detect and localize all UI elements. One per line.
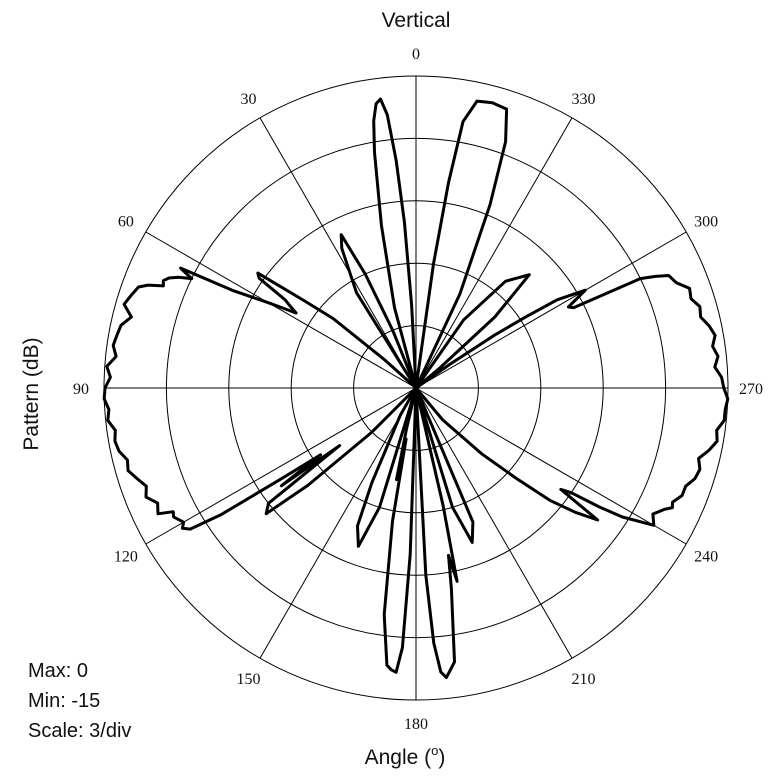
angular-gridlines <box>104 76 728 700</box>
angle-tick-label: 240 <box>694 549 718 566</box>
angular-gridline <box>415 387 687 545</box>
angle-tick-label: 120 <box>114 549 138 566</box>
angle-tick-label: 210 <box>572 671 596 688</box>
angle-tick-label: 30 <box>241 91 257 108</box>
angular-gridline <box>259 117 417 389</box>
angle-tick-label: 300 <box>694 214 718 231</box>
min-label: Min: -15 <box>28 690 100 712</box>
angle-tick-label: 150 <box>237 671 261 688</box>
angular-gridline <box>415 387 573 659</box>
angular-gridline <box>145 387 417 545</box>
x-axis-label-unit: o <box>431 743 438 758</box>
scale-label: Scale: 3/div <box>28 720 131 742</box>
angle-tick-label: 330 <box>572 91 596 108</box>
angular-gridline <box>415 117 573 389</box>
y-axis-label: Pattern (dB) <box>20 337 43 450</box>
x-axis-label-text: Angle <box>365 746 419 769</box>
angle-tick-labels: 0 30 60 90 120 150 180 210 240 270 300 330 <box>73 46 763 733</box>
angle-tick-label: 180 <box>404 716 428 733</box>
angular-gridline <box>259 387 417 659</box>
angle-tick-label: 0 <box>412 46 420 63</box>
angle-tick-label: 60 <box>118 214 134 231</box>
angular-gridline <box>145 231 417 389</box>
pattern-series <box>102 97 730 680</box>
angle-tick-label: 270 <box>739 381 763 398</box>
x-axis-label: Angle (o) <box>365 743 446 769</box>
chart-title: Vertical <box>382 9 451 32</box>
angle-tick-label: 90 <box>73 381 89 398</box>
pattern-series-line <box>102 97 730 680</box>
max-label: Max: 0 <box>28 660 88 682</box>
angular-gridline <box>415 231 687 389</box>
